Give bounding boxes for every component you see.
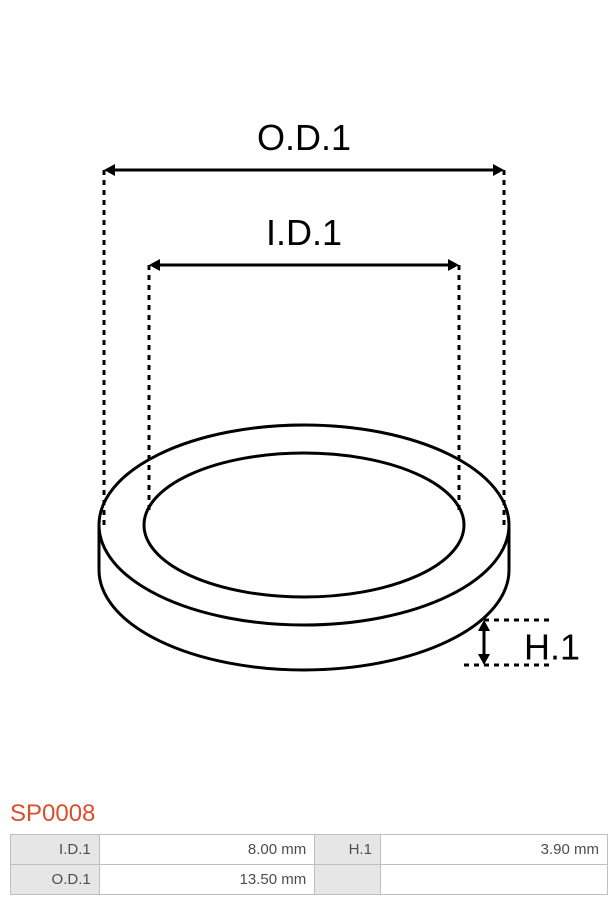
ring-diagram-svg: O.D.1 I.D.1 H.1 [24, 50, 584, 750]
table-row: O.D.113.50 mm [11, 865, 608, 895]
spec-value: 8.00 mm [99, 835, 315, 865]
spec-value [380, 865, 607, 895]
svg-text:O.D.1: O.D.1 [257, 117, 351, 158]
product-code: SP0008 [0, 800, 608, 834]
diagram-container: O.D.1 I.D.1 H.1 [0, 0, 608, 800]
spec-label [315, 865, 381, 895]
svg-text:I.D.1: I.D.1 [266, 212, 342, 253]
spec-label: I.D.1 [11, 835, 100, 865]
spec-value: 3.90 mm [380, 835, 607, 865]
spec-value: 13.50 mm [99, 865, 315, 895]
spec-label: H.1 [315, 835, 381, 865]
svg-text:H.1: H.1 [524, 627, 580, 668]
table-row: I.D.18.00 mmH.13.90 mm [11, 835, 608, 865]
spec-label: O.D.1 [11, 865, 100, 895]
specs-table: I.D.18.00 mmH.13.90 mmO.D.113.50 mm [10, 834, 608, 895]
